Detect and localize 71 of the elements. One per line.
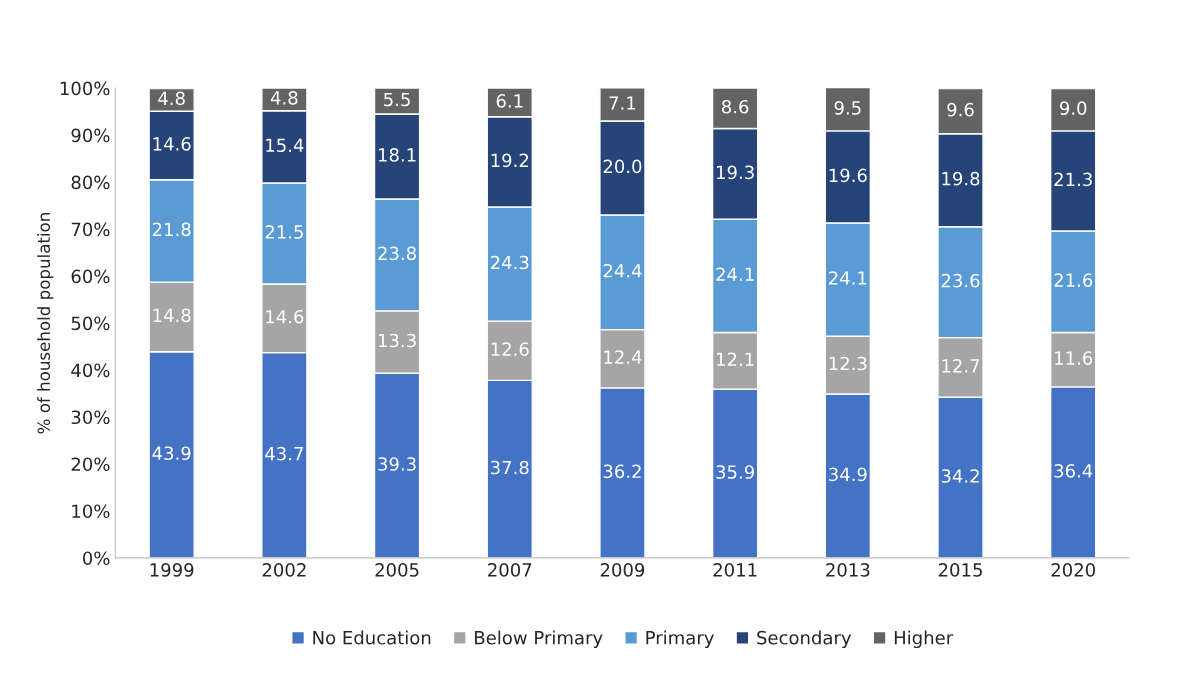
- y-tick-label: 20%: [71, 457, 110, 472]
- data-label: 12.4: [604, 350, 642, 364]
- data-label: 34.2: [941, 469, 979, 483]
- x-tick-label: 1999: [150, 563, 194, 577]
- data-label: 9.5: [834, 101, 861, 115]
- data-label: 24.1: [829, 271, 867, 285]
- y-tick-label: 90%: [71, 128, 110, 143]
- y-axis-title: % of household population: [37, 213, 54, 434]
- data-label: 12.6: [491, 342, 529, 356]
- legend-label: No Education: [313, 630, 431, 645]
- data-label: 6.1: [496, 94, 523, 108]
- data-label: 5.5: [384, 92, 410, 107]
- data-label: 9.6: [947, 102, 974, 117]
- x-tick-label: 2011: [713, 563, 757, 577]
- data-label: 37.8: [491, 460, 529, 475]
- data-label: 14.6: [153, 137, 191, 151]
- data-label: 14.6: [266, 309, 304, 324]
- data-label: 14.8: [153, 308, 191, 323]
- data-label: 24.3: [490, 255, 529, 270]
- data-label: 43.7: [265, 446, 303, 461]
- data-label: 35.9: [716, 465, 754, 479]
- data-label: 36.4: [1054, 464, 1093, 478]
- x-tick-label: 2015: [938, 563, 982, 577]
- data-label: 19.3: [717, 165, 754, 180]
- x-tick-label: 2009: [600, 563, 645, 577]
- x-tick-label: 2007: [488, 563, 532, 577]
- data-label: 23.8: [378, 246, 416, 261]
- legend-label: Secondary: [757, 630, 852, 649]
- data-label: 21.8: [152, 222, 191, 237]
- data-label: 13.3: [378, 333, 416, 348]
- data-label: 15.4: [266, 138, 304, 153]
- data-label: 23.6: [941, 273, 980, 288]
- data-label: 12.3: [829, 356, 867, 371]
- y-tick-label: 80%: [71, 175, 110, 190]
- y-tick-label: 60%: [71, 269, 110, 284]
- y-tick-label: 0%: [83, 551, 110, 566]
- data-label: 19.6: [829, 168, 867, 183]
- y-tick-label: 10%: [72, 504, 110, 519]
- data-label: 19.2: [491, 153, 529, 168]
- data-label: 9.0: [1059, 101, 1087, 116]
- y-tick-label: 40%: [71, 363, 110, 378]
- y-tick-label: 70%: [71, 222, 110, 237]
- data-label: 11.6: [1055, 351, 1093, 365]
- data-label: 18.1: [378, 148, 416, 162]
- data-label: 12.1: [717, 352, 754, 366]
- legend-label: Primary: [646, 630, 714, 649]
- data-label: 19.8: [942, 171, 980, 186]
- y-tick-label: 50%: [71, 316, 110, 331]
- data-label: 43.9: [152, 446, 191, 461]
- data-label: 39.3: [378, 457, 416, 471]
- data-label: 34.9: [829, 467, 867, 482]
- data-label: 8.6: [722, 99, 749, 114]
- data-label: 24.4: [603, 263, 642, 278]
- x-tick-label: 2002: [262, 563, 306, 577]
- x-tick-label: 2005: [375, 563, 419, 577]
- legend-label: Higher: [894, 630, 954, 649]
- x-tick-label: 2020: [1051, 563, 1095, 577]
- data-label: 20.0: [603, 159, 642, 174]
- data-label: 12.7: [942, 359, 980, 373]
- data-label: 21.6: [1054, 273, 1093, 287]
- x-tick-label: 2013: [826, 563, 870, 577]
- data-label: 24.1: [716, 267, 754, 281]
- data-label: 7.1: [609, 96, 636, 110]
- data-label: 36.2: [603, 464, 641, 479]
- legend-label: Below Primary: [475, 630, 603, 649]
- y-tick-label: 30%: [71, 410, 110, 425]
- data-label: 4.8: [270, 91, 298, 105]
- data-label: 4.8: [158, 91, 185, 106]
- data-label: 21.3: [1054, 172, 1092, 187]
- data-label: 21.5: [265, 225, 303, 239]
- y-tick-label: 100%: [60, 81, 110, 96]
